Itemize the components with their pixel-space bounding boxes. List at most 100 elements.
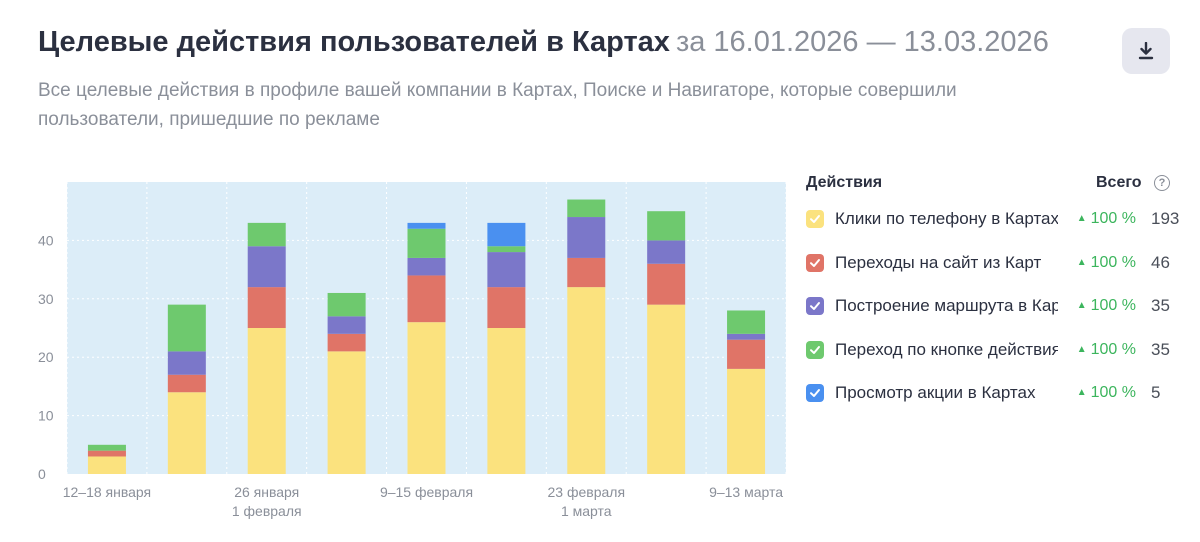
- bar-segment: [487, 287, 526, 328]
- bar-segment: [247, 287, 286, 328]
- bar-segment: [87, 450, 126, 457]
- x-tick-label: 9–15 февраля: [380, 484, 473, 500]
- legend-total: 193: [1151, 209, 1180, 228]
- check-icon: [810, 302, 820, 310]
- check-icon: [810, 345, 820, 354]
- page-subtitle: Все целевые действия в профиле вашей ком…: [38, 80, 957, 130]
- legend-heading: Действия: [806, 174, 883, 191]
- bar-segment: [567, 217, 606, 258]
- bar-segment: [567, 199, 606, 218]
- legend-delta-value: 100 %: [1090, 297, 1136, 314]
- x-tick-label: 23 февраля: [548, 484, 626, 500]
- bar-segment: [167, 392, 206, 474]
- legend-total-heading: Всего: [1096, 174, 1142, 191]
- bar-segment: [567, 287, 606, 474]
- x-tick-label: 9–13 марта: [709, 484, 783, 500]
- bar-segment: [727, 368, 766, 474]
- bar-segment: [487, 222, 526, 247]
- legend-item[interactable]: Просмотр акции в Картах ▲ 100 % 5: [806, 372, 1176, 416]
- legend-header: Действия Всего ?: [806, 168, 1176, 198]
- legend-label: Переход по кнопке действия и кнопке: [835, 339, 1058, 359]
- legend-total: 5: [1151, 383, 1161, 402]
- legend-label: Переходы на сайт из Карт: [835, 252, 1042, 272]
- download-button[interactable]: [1122, 28, 1170, 74]
- legend-checkbox[interactable]: [806, 384, 824, 402]
- check-icon: [810, 389, 820, 397]
- bar-segment: [727, 339, 766, 369]
- bar-segment: [87, 456, 126, 474]
- bar-segment: [167, 351, 206, 375]
- download-icon: [1138, 42, 1154, 60]
- legend-label: Клики по телефону в Картах: [835, 209, 1058, 228]
- legend-label: Просмотр акции в Картах: [835, 383, 1036, 402]
- bar-segment: [327, 316, 366, 334]
- page-title: Целевые действия пользователей в Картах з…: [38, 26, 1049, 59]
- bar-segment: [567, 257, 606, 288]
- triangle-up-icon: ▲: [1076, 387, 1087, 398]
- legend-delta-value: 100 %: [1090, 340, 1136, 358]
- bar-segment: [647, 263, 686, 305]
- y-tick-label: 0: [38, 466, 46, 482]
- triangle-up-icon: ▲: [1076, 300, 1087, 311]
- bar-segment: [167, 374, 206, 393]
- legend-delta: ▲ 100 %: [1077, 210, 1136, 228]
- bar-segment: [247, 328, 286, 474]
- bar-segment: [247, 222, 286, 247]
- legend-checkbox[interactable]: [806, 297, 824, 315]
- bar-segment: [727, 310, 766, 334]
- bar-segment: [327, 292, 366, 317]
- legend-item[interactable]: Переход по кнопке действия и кнопке ▲100 …: [806, 329, 1176, 373]
- legend-delta: ▲ 100 %: [1077, 297, 1136, 315]
- legend-delta-value: 100 %: [1090, 253, 1136, 271]
- bar-segment: [407, 322, 446, 474]
- legend-checkbox[interactable]: [806, 253, 824, 272]
- bar-segment: [407, 275, 446, 323]
- legend-delta-value: 100 %: [1090, 210, 1136, 227]
- legend-delta: ▲ 100 %: [1077, 254, 1136, 272]
- legend-item[interactable]: Переходы на сайт из Карт ▲ 100 % 46: [806, 242, 1176, 286]
- legend-label: Построение маршрута в Картах: [835, 296, 1058, 315]
- legend-total: 35: [1151, 296, 1170, 315]
- bar-segment: [407, 222, 446, 229]
- bar-segment: [327, 333, 366, 352]
- legend-item[interactable]: Клики по телефону в Картах ▲ 100 % 193: [806, 198, 1180, 242]
- bar-segment: [727, 333, 766, 340]
- bar-segment: [327, 351, 366, 474]
- bar-segment: [167, 304, 206, 352]
- triangle-up-icon: ▲: [1076, 343, 1087, 355]
- y-tick-label: 10: [38, 408, 54, 424]
- x-tick-label: 1 февраля: [232, 503, 302, 519]
- legend-delta: ▲ 100 %: [1077, 341, 1136, 359]
- legend: Действия Всего ? Клики по телефону в Кар…: [806, 168, 1180, 416]
- bar-segment: [487, 252, 526, 288]
- triangle-up-icon: ▲: [1076, 213, 1087, 224]
- bar-segment: [487, 246, 526, 253]
- bar-segment: [407, 228, 446, 258]
- bar-segment: [647, 240, 686, 264]
- legend-delta-value: 100 %: [1090, 384, 1136, 401]
- bar-segment: [87, 444, 126, 451]
- triangle-up-icon: ▲: [1076, 256, 1087, 268]
- legend-total: 46: [1151, 252, 1170, 272]
- bar-segment: [647, 211, 686, 241]
- legend-item[interactable]: Построение маршрута в Картах ▲100 % 35: [806, 285, 1176, 329]
- help-icon[interactable]: ?: [1154, 175, 1170, 191]
- y-tick-label: 20: [38, 349, 54, 365]
- y-tick-label: 30: [38, 291, 54, 307]
- x-tick-label: 1 марта: [561, 503, 612, 519]
- check-icon: [810, 258, 820, 267]
- legend-total: 35: [1151, 339, 1170, 359]
- x-tick-label: 26 января: [234, 484, 299, 500]
- x-tick-label: 12–18 января: [63, 484, 151, 500]
- legend-checkbox[interactable]: [806, 340, 824, 359]
- bar-segment: [407, 257, 446, 276]
- date-range: за 16.01.2026 — 13.03.2026: [675, 26, 1049, 58]
- y-tick-label: 40: [38, 232, 54, 248]
- legend-checkbox[interactable]: [806, 210, 824, 228]
- bar-segment: [247, 246, 286, 288]
- stacked-bar-chart: 0 10 20 30 40 12–18 января 26 января 1 февраля 9…: [38, 182, 787, 519]
- check-icon: [810, 215, 820, 223]
- bar-segment: [487, 328, 526, 474]
- page-title-text: Целевые действия пользователей в Картах: [38, 26, 670, 58]
- legend-delta: ▲ 100 %: [1077, 384, 1136, 402]
